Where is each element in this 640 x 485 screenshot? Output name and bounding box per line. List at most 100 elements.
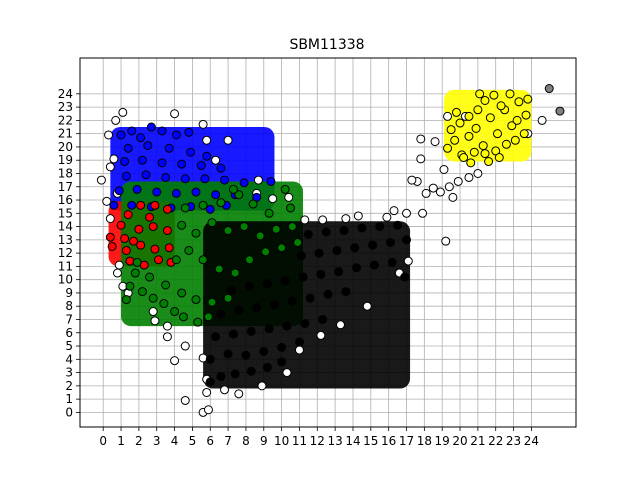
data-point — [171, 255, 181, 265]
data-point — [177, 220, 187, 230]
series-5 — [443, 89, 533, 168]
y-tick-label: 24 — [58, 87, 73, 101]
data-point — [448, 192, 458, 202]
data-point — [505, 89, 515, 99]
data-point — [171, 130, 181, 140]
y-tick-label: 11 — [58, 259, 73, 273]
data-point — [277, 357, 287, 367]
data-point — [269, 300, 279, 310]
y-tick-label: 10 — [58, 273, 73, 287]
data-point — [184, 127, 194, 137]
data-point — [216, 372, 226, 382]
data-point — [268, 194, 278, 204]
data-point — [116, 130, 126, 140]
data-point — [537, 115, 547, 125]
data-point — [121, 171, 131, 181]
x-tick-label: 19 — [435, 434, 450, 448]
y-tick-label: 0 — [65, 405, 73, 419]
data-point — [389, 206, 399, 216]
data-point — [202, 135, 212, 145]
data-point — [200, 174, 210, 184]
data-point — [107, 241, 117, 251]
x-tick-label: 7 — [224, 434, 232, 448]
data-point — [130, 268, 140, 278]
data-point — [196, 161, 206, 171]
data-point — [239, 222, 249, 232]
data-point — [230, 369, 240, 379]
data-point — [191, 295, 201, 305]
data-point — [220, 175, 230, 185]
y-tick-label: 7 — [65, 312, 73, 326]
data-point — [430, 137, 440, 147]
data-point — [132, 257, 142, 267]
x-tick-label: 21 — [470, 434, 485, 448]
data-point — [171, 188, 181, 198]
data-point — [407, 175, 417, 185]
data-point — [387, 257, 397, 267]
data-point — [393, 220, 403, 230]
x-tick-label: 6 — [206, 434, 214, 448]
data-point — [198, 119, 208, 129]
data-point — [464, 131, 474, 141]
data-point — [416, 134, 426, 144]
data-point — [353, 211, 363, 221]
data-point — [252, 303, 262, 313]
y-tick-label: 17 — [58, 180, 73, 194]
data-point — [228, 184, 238, 194]
data-point — [170, 356, 180, 366]
data-point — [118, 107, 128, 117]
data-point — [159, 299, 169, 309]
data-point — [161, 280, 171, 290]
data-point — [332, 245, 342, 255]
y-tick-label: 2 — [65, 379, 73, 393]
data-point — [444, 182, 454, 192]
x-tick-label: 24 — [524, 434, 539, 448]
data-point — [223, 349, 233, 359]
x-tick-label: 17 — [399, 434, 414, 448]
data-point — [282, 321, 292, 331]
data-point — [489, 90, 499, 100]
y-tick-label: 19 — [58, 153, 73, 167]
data-point — [148, 307, 158, 317]
data-point — [177, 159, 187, 169]
data-point — [400, 272, 410, 282]
y-tick-label: 20 — [58, 140, 73, 154]
data-point — [112, 268, 122, 278]
data-point — [314, 248, 324, 258]
data-point — [496, 101, 506, 111]
data-point — [241, 350, 251, 360]
data-point — [162, 321, 172, 331]
data-point — [450, 135, 460, 145]
data-point — [109, 200, 119, 210]
data-point — [234, 389, 244, 399]
data-point — [180, 203, 190, 213]
data-point — [228, 329, 238, 339]
x-tick-label: 0 — [99, 434, 107, 448]
y-tick-label: 9 — [65, 286, 73, 300]
x-tick-label: 13 — [327, 434, 342, 448]
data-point — [350, 243, 360, 253]
data-point — [114, 260, 124, 270]
y-tick-label: 8 — [65, 299, 73, 313]
data-point — [464, 111, 474, 121]
y-tick-label: 4 — [65, 352, 73, 366]
data-point — [223, 135, 233, 145]
data-point — [469, 147, 479, 157]
y-tick-label: 13 — [58, 233, 73, 247]
data-point — [300, 215, 310, 225]
x-tick-label: 11 — [292, 434, 307, 448]
data-point — [105, 214, 115, 224]
x-tick-label: 20 — [452, 434, 467, 448]
data-point — [271, 224, 281, 234]
x-axis-ticks: 0 1 2 3 4 5 6 7 8 9 10 11 12 13 14 15 16 17 18 19 20 21 22 23 24 — [99, 427, 539, 448]
data-point — [264, 208, 274, 218]
data-point — [418, 208, 428, 218]
data-point — [521, 110, 531, 120]
data-points — [96, 84, 565, 417]
data-point — [239, 178, 249, 188]
data-point — [441, 236, 451, 246]
y-tick-label: 21 — [58, 127, 73, 141]
data-point — [114, 186, 124, 196]
data-point — [298, 272, 308, 282]
